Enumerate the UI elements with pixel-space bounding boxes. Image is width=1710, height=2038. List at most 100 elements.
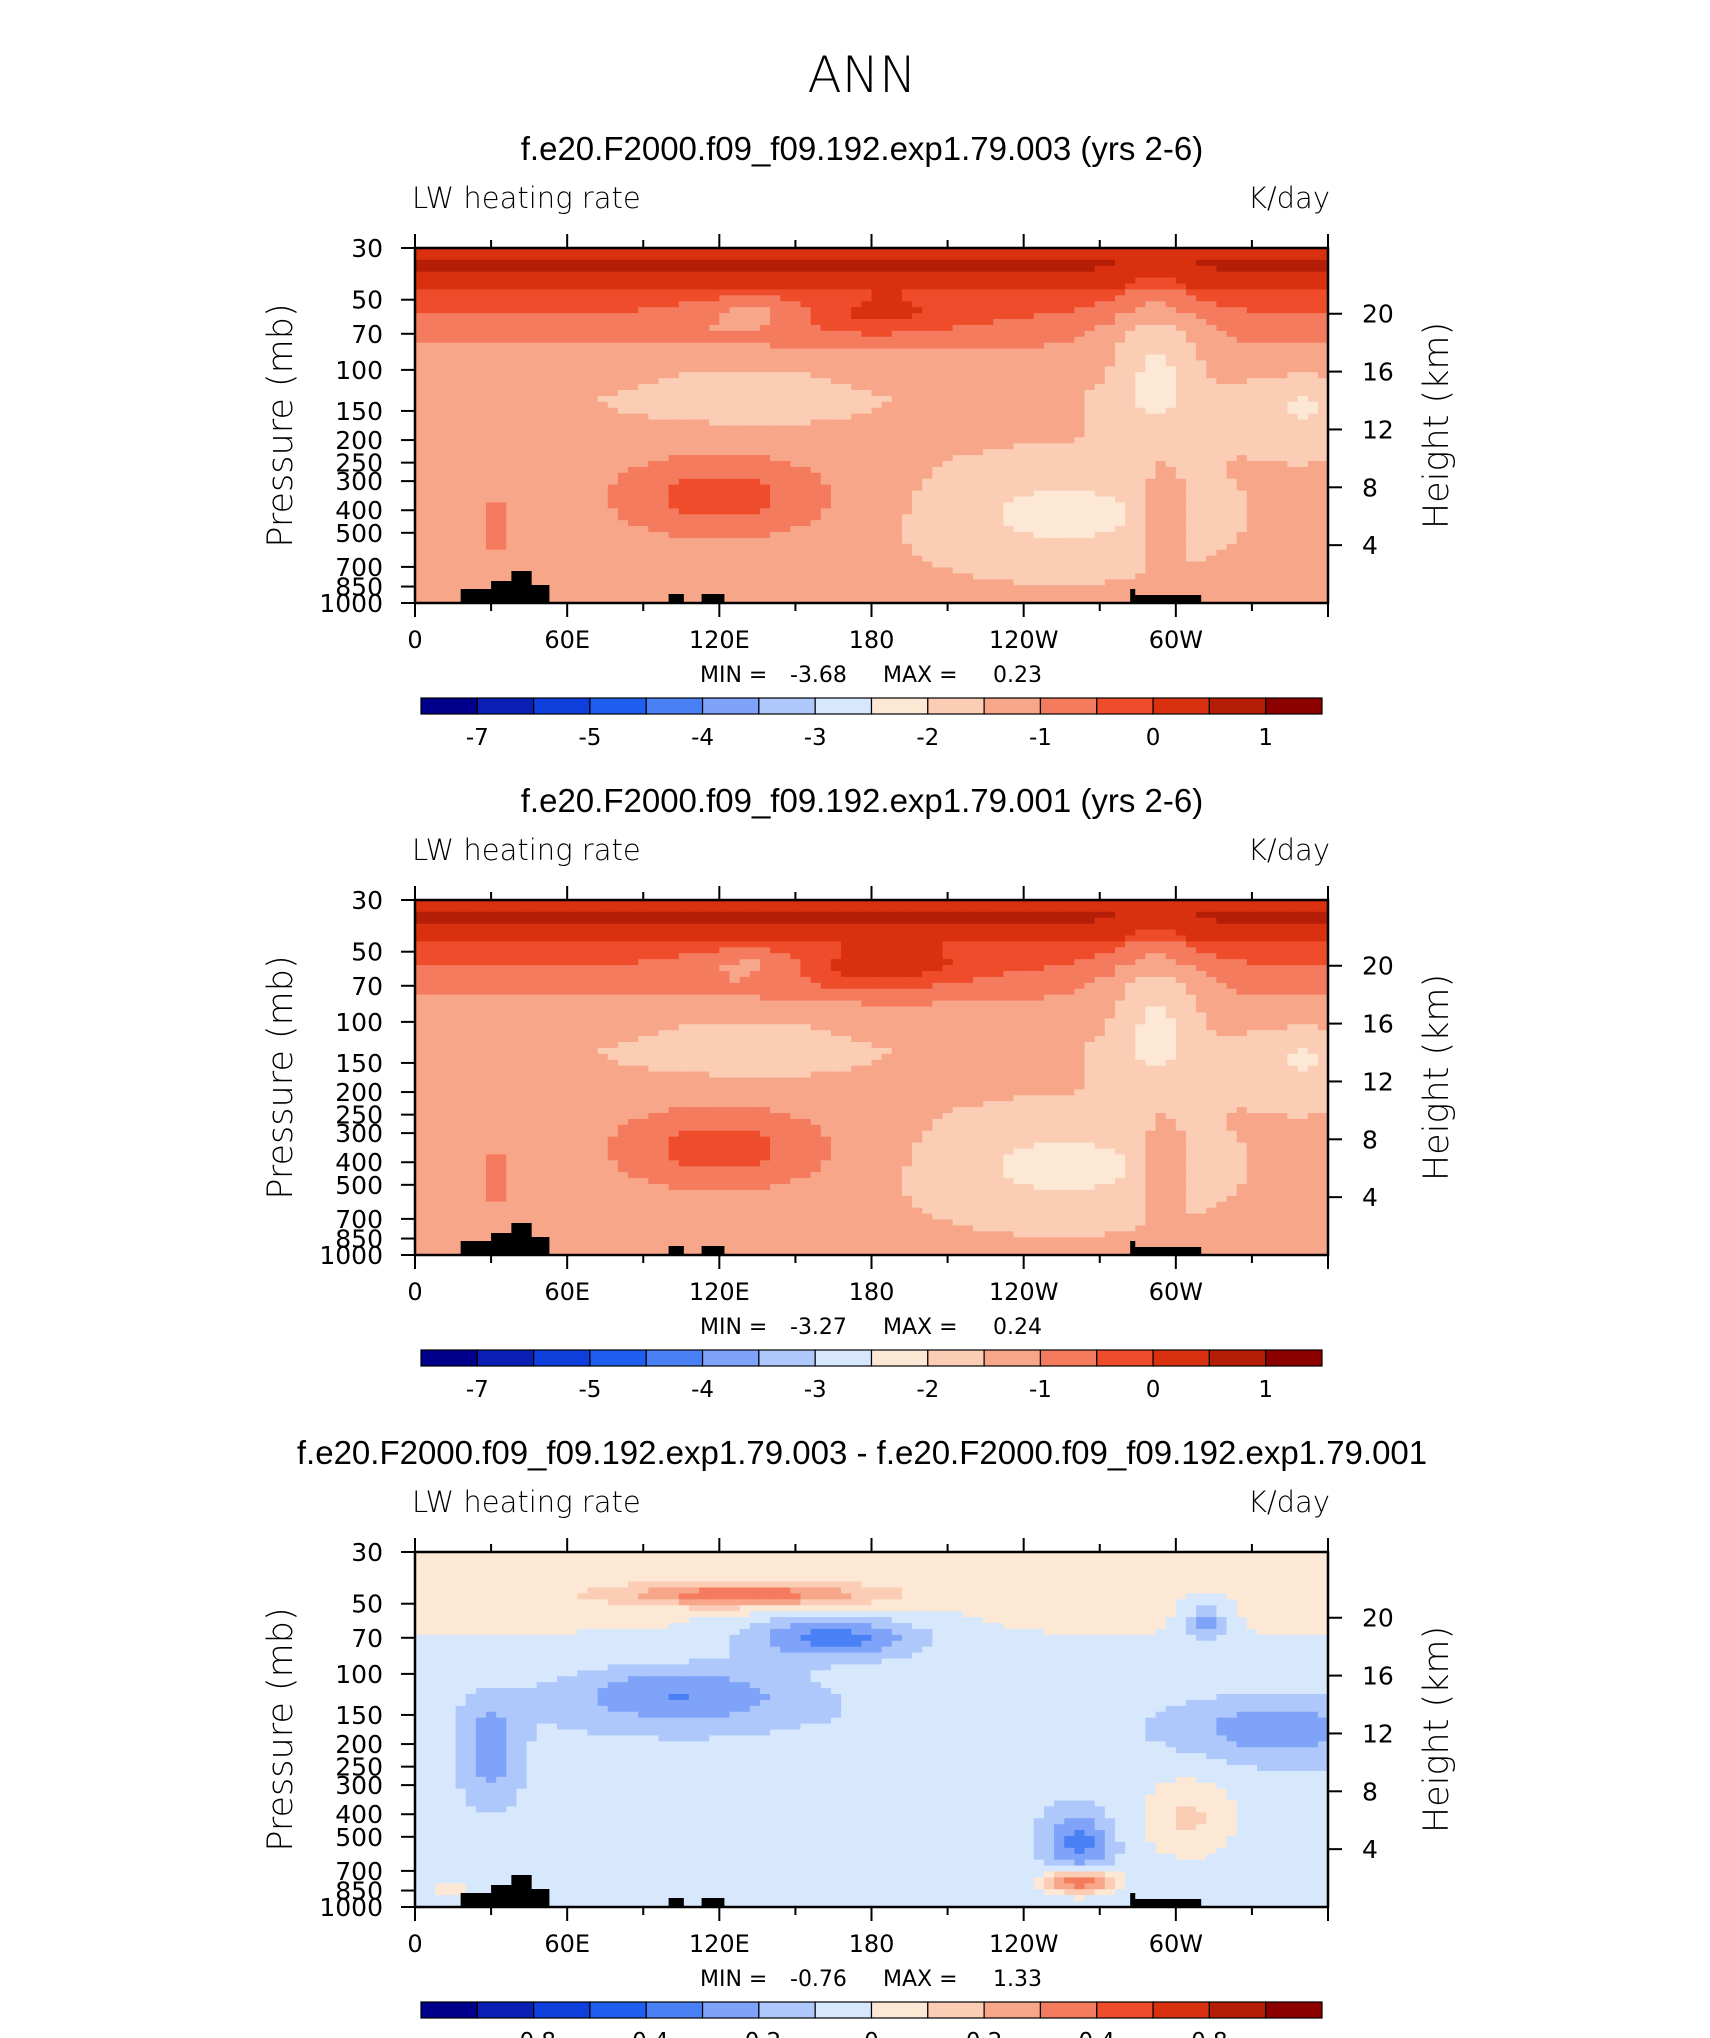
field-cell — [1033, 324, 1045, 332]
field-cell — [1256, 407, 1268, 415]
field-cell — [759, 307, 771, 314]
field-cell — [1287, 372, 1299, 379]
field-cell — [445, 277, 457, 285]
field-cell — [465, 425, 477, 433]
field-cell — [1165, 271, 1177, 279]
field-cell — [668, 526, 680, 533]
field-cell — [800, 549, 812, 557]
field-cell — [1287, 472, 1299, 480]
field-cell — [688, 526, 700, 533]
field-cell — [739, 395, 751, 403]
field-cell — [546, 313, 558, 320]
field-cell — [1175, 413, 1187, 421]
field-cell — [465, 437, 477, 444]
field-cell — [1277, 549, 1289, 557]
field-cell — [1043, 502, 1055, 509]
field-cell — [749, 543, 761, 551]
field-cell — [587, 437, 599, 444]
field-cell — [932, 301, 944, 308]
field-cell — [597, 378, 609, 385]
field-cell — [658, 324, 670, 332]
field-cell — [1256, 532, 1268, 539]
field-cell — [465, 401, 477, 409]
field-cell — [1084, 283, 1096, 291]
field-cell — [820, 354, 832, 362]
field-cell — [465, 561, 477, 569]
field-cell — [1277, 401, 1289, 409]
field-cell — [699, 395, 710, 403]
field-cell — [709, 324, 720, 332]
field-cell — [952, 425, 964, 433]
field-cell — [1155, 342, 1167, 350]
field-cell — [617, 366, 629, 373]
field-cell — [780, 561, 791, 569]
field-cell — [861, 555, 873, 563]
field-cell — [587, 342, 599, 350]
field-cell — [952, 395, 964, 403]
field-cell — [526, 478, 538, 486]
field-cell — [1287, 567, 1299, 575]
field-cell — [506, 301, 518, 308]
field-cell — [952, 330, 964, 338]
field-cell — [1267, 508, 1278, 515]
field-cell — [465, 520, 477, 527]
field-cell — [486, 573, 497, 580]
field-cell — [668, 543, 680, 551]
field-cell — [1114, 496, 1126, 504]
field-cell — [719, 413, 731, 421]
field-cell — [1216, 265, 1228, 273]
field-cell — [881, 437, 893, 444]
field-cell — [1043, 248, 1055, 255]
field-cell — [790, 313, 802, 320]
field-cell — [557, 461, 568, 468]
field-cell — [1287, 478, 1299, 486]
field-cell — [912, 319, 923, 326]
field-cell — [739, 573, 751, 580]
field-cell — [719, 526, 731, 533]
field-cell — [1317, 295, 1329, 302]
field-cell — [465, 573, 477, 580]
field-cell — [1165, 478, 1177, 486]
field-cell — [1013, 419, 1025, 427]
field-cell — [1256, 295, 1268, 302]
field-cell — [841, 336, 852, 344]
field-cell — [597, 354, 609, 362]
field-cell — [455, 366, 467, 373]
field-cell — [1094, 490, 1106, 498]
field-cell — [861, 354, 873, 362]
field-cell — [668, 425, 680, 433]
field-cell — [546, 520, 558, 527]
field-cell — [983, 366, 994, 373]
field-cell — [516, 520, 528, 527]
field-cell — [810, 461, 822, 468]
field-cell — [810, 390, 822, 397]
field-cell — [1054, 390, 1065, 397]
field-cell — [638, 555, 649, 563]
field-cell — [800, 307, 812, 314]
field-cell — [699, 437, 710, 444]
field-cell — [628, 395, 639, 403]
field-cell — [1064, 537, 1075, 545]
field-cell — [962, 289, 974, 296]
field-cell — [790, 378, 802, 385]
field-cell — [1287, 514, 1299, 521]
field-cell — [536, 354, 548, 362]
field-cell — [861, 455, 873, 462]
field-cell — [1297, 490, 1309, 498]
field-cell — [486, 407, 497, 415]
field-cell — [1135, 472, 1146, 480]
field-cell — [628, 336, 639, 344]
field-cell — [1013, 472, 1025, 480]
field-cell — [871, 549, 883, 557]
field-cell — [810, 378, 822, 385]
field-cell — [415, 526, 426, 533]
field-cell — [699, 342, 710, 350]
field-cell — [983, 265, 994, 273]
field-cell — [526, 289, 538, 296]
field-cell — [820, 567, 832, 575]
field-cell — [1196, 378, 1207, 385]
field-cell — [719, 295, 731, 302]
field-cell — [1094, 532, 1106, 539]
field-cell — [415, 313, 426, 320]
field-cell — [1145, 532, 1157, 539]
